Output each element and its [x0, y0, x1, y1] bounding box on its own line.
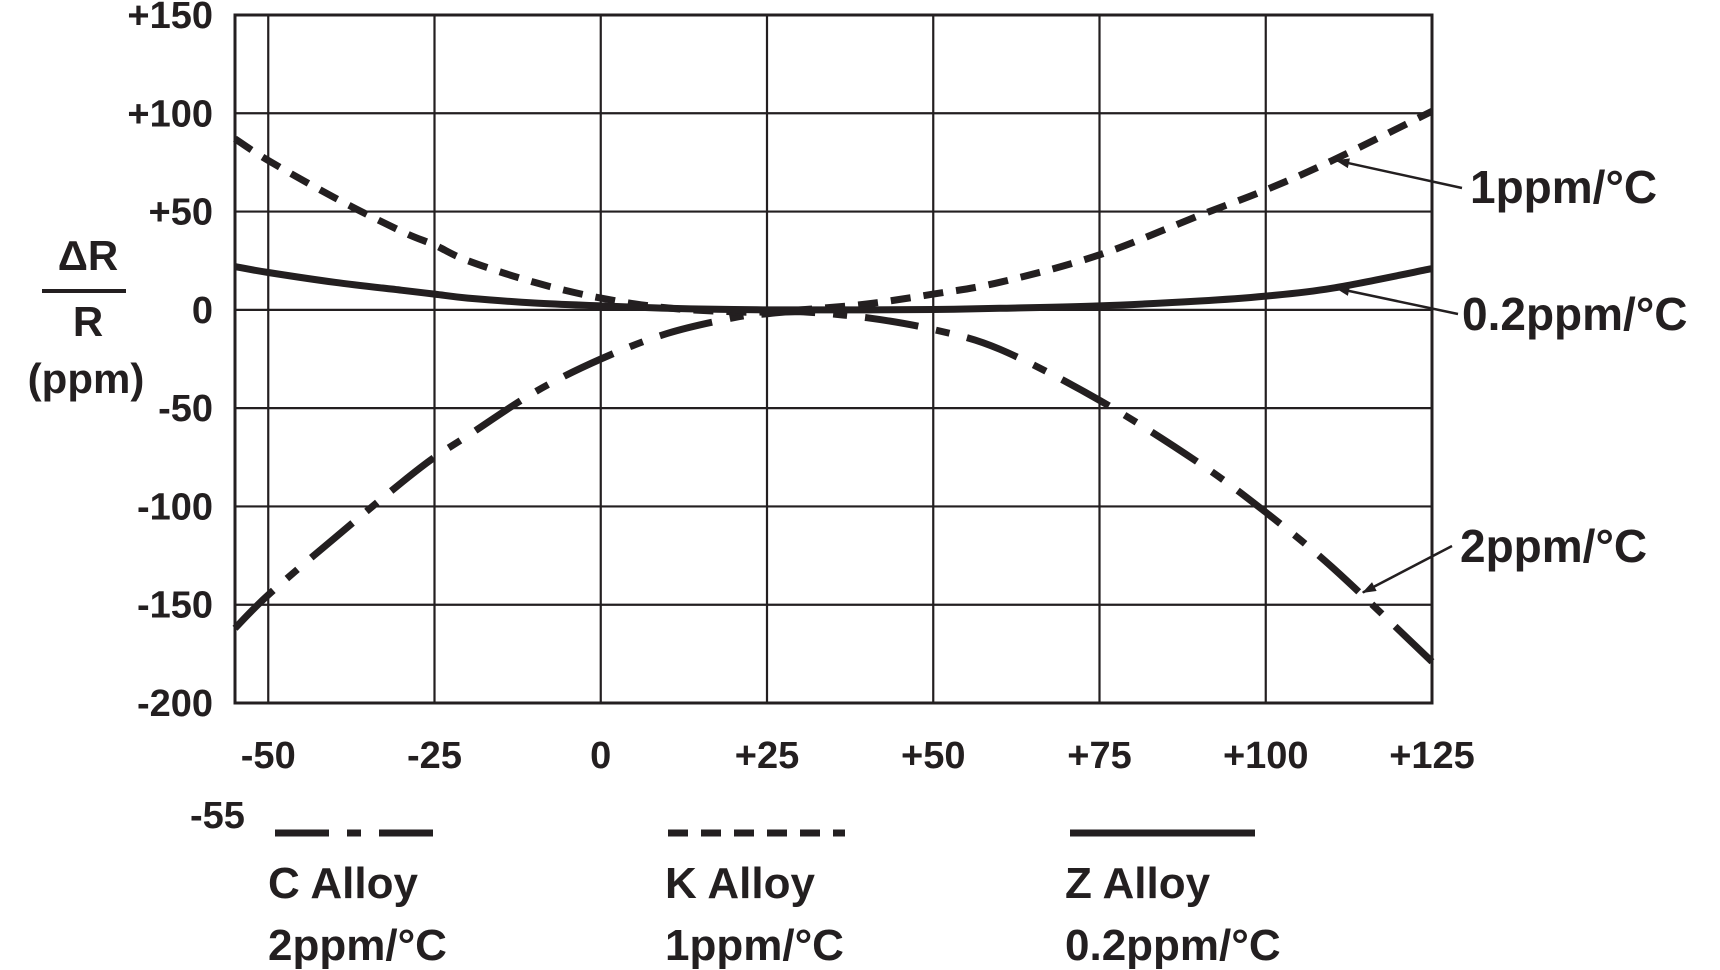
x-tick-label: +50 [901, 735, 965, 777]
annotation-label: 0.2ppm/°C [1462, 288, 1687, 340]
y-tick-label: -100 [137, 486, 213, 528]
x-tick-label: +25 [735, 735, 799, 777]
y-tick-label: +100 [127, 93, 213, 135]
legend-label: K Alloy [665, 859, 815, 908]
y-tick-label: -50 [158, 388, 213, 430]
legend-label: C Alloy [268, 859, 418, 908]
annotation-label: 2ppm/°C [1460, 520, 1647, 572]
x-extra-label: -55 [190, 795, 245, 837]
plot-frame [233, 13, 1434, 705]
annotation-arrow [1335, 286, 1459, 316]
y-tick-labels: +150 +100 +50 0 -50 -100 -150 -200 [127, 0, 213, 725]
curve-c-alloy [232, 308, 1435, 665]
y-axis-label-bottom: R [73, 298, 103, 345]
legend-sublabel: 1ppm/°C [665, 921, 844, 970]
annotation-arrow [1361, 544, 1453, 594]
legend: C Alloy 2ppm/°C K Alloy 1ppm/°C Z Alloy 0.2pp… [268, 829, 1281, 970]
grid-lines [235, 13, 1434, 705]
x-tick-label: +75 [1067, 735, 1131, 777]
y-tick-label: +150 [127, 0, 213, 37]
annotation-arrow [1335, 158, 1463, 190]
x-tick-label: -50 [241, 735, 296, 777]
curve-annotations: 2ppm/°C 1ppm/°C 0.2ppm/°C [1335, 158, 1687, 594]
y-axis-label-unit: (ppm) [28, 355, 145, 402]
legend-sublabel: 0.2ppm/°C [1065, 921, 1281, 970]
y-tick-label: +50 [149, 192, 213, 234]
x-tick-label: +100 [1223, 735, 1309, 777]
x-tick-label: +125 [1389, 735, 1475, 777]
annotation-label: 1ppm/°C [1470, 161, 1657, 213]
x-tick-label: -25 [407, 735, 462, 777]
data-curves [232, 108, 1435, 665]
y-tick-label: 0 [192, 290, 213, 332]
y-tick-label: -150 [137, 585, 213, 627]
legend-label: Z Alloy [1065, 859, 1211, 908]
x-tick-labels: -50 -25 0 +25 +50 +75 +100 +125 [241, 735, 1475, 777]
x-tick-label: 0 [590, 735, 611, 777]
y-axis-label-top: ΔR [58, 232, 119, 279]
y-tick-label: -200 [137, 683, 213, 725]
legend-sublabel: 2ppm/°C [268, 921, 447, 970]
curve-z-alloy [234, 263, 1433, 314]
